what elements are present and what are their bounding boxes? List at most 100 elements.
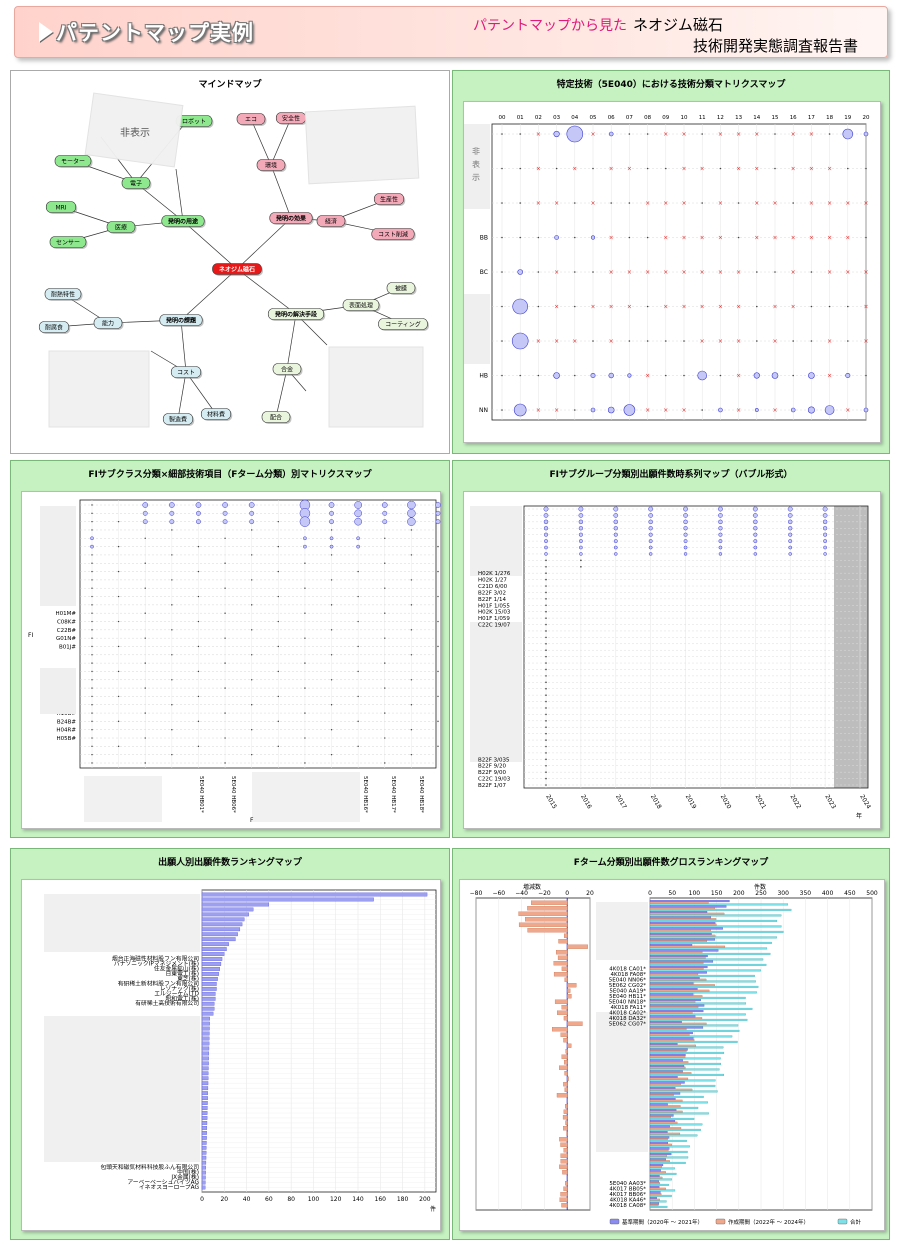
- dot: [91, 554, 93, 556]
- base-bar: [649, 999, 701, 1002]
- hidden-region: [40, 668, 76, 714]
- dot: [545, 630, 547, 632]
- dot: [683, 340, 685, 342]
- base-bar: [649, 966, 708, 969]
- created-bar: [649, 1055, 686, 1058]
- dot: [91, 720, 93, 723]
- x-tick-label: 18: [826, 115, 833, 121]
- mindmap-subtopic-label: 表面処理: [349, 302, 373, 310]
- bubble: [553, 130, 560, 138]
- mindmap-edge: [175, 168, 184, 222]
- mindmap-edge: [236, 268, 297, 315]
- x-tick-label: 03: [553, 115, 560, 121]
- total-bar: [649, 1073, 725, 1076]
- mindmap-leaf-label: 材料費: [207, 411, 225, 419]
- dot: [719, 374, 722, 377]
- dot: [357, 645, 359, 648]
- dot: [545, 668, 547, 671]
- y-tick-label: C22C 19/07: [478, 623, 511, 629]
- diff-bar: [563, 1038, 568, 1043]
- bubble: [613, 519, 619, 525]
- bubble: [613, 539, 618, 544]
- total-bar: [649, 980, 756, 983]
- dot: [810, 340, 813, 342]
- dot: [304, 612, 306, 614]
- diff-bar: [559, 1065, 568, 1070]
- bubble: [543, 506, 549, 512]
- total-bar: [649, 1040, 738, 1043]
- total-bar: [649, 974, 755, 977]
- empty-mark: ×: [700, 338, 705, 345]
- x-tick-label: 02: [535, 115, 542, 121]
- total-bar: [649, 930, 784, 933]
- triangle-icon: [39, 22, 53, 42]
- bubble: [648, 552, 653, 556]
- mindmap-subtopic: [342, 299, 380, 311]
- bubble: [435, 510, 441, 516]
- total-bar: [649, 1167, 675, 1170]
- diff-bar: [562, 1170, 568, 1175]
- mindmap-subtopic-label: 能力: [102, 320, 114, 328]
- mindmap-subtopic: [170, 366, 202, 378]
- empty-mark: ×: [609, 235, 614, 242]
- diff-bar: [561, 1054, 568, 1059]
- banner-subtitle: パテントマップから見た: [473, 18, 627, 34]
- bar: [201, 1121, 208, 1125]
- x-tick-label: 17: [808, 115, 815, 121]
- bubble: [169, 519, 175, 525]
- dot: [847, 305, 849, 308]
- dot: [330, 704, 333, 706]
- bubble: [842, 128, 854, 140]
- bubble: [142, 519, 148, 525]
- base-bar: [649, 944, 693, 947]
- mindmap-leaf-label: 製造費: [169, 416, 187, 424]
- dot: [519, 202, 521, 204]
- y-tick-label: H02K 1/276: [478, 571, 511, 577]
- base-bar: [649, 916, 712, 919]
- dot: [117, 520, 120, 523]
- created-bar: [649, 1077, 689, 1080]
- dot: [197, 720, 200, 723]
- right-tick-label: 200: [733, 890, 745, 897]
- dot: [224, 612, 226, 614]
- bubble: [788, 539, 793, 544]
- y-tick-label: H02K 1/27: [478, 578, 507, 584]
- x-tick-label: 5E040 HB18*: [418, 776, 424, 813]
- x-tick-label: 08: [644, 115, 651, 121]
- bubble: [648, 539, 653, 544]
- hidden-block: [304, 105, 420, 185]
- bubble: [382, 510, 388, 516]
- y-tick-label: H01F 1/055: [478, 603, 510, 609]
- dot: [537, 236, 540, 239]
- dot: [545, 764, 547, 767]
- created-bar: [649, 956, 706, 959]
- mindmap-leaf-label: コスト削減: [378, 231, 408, 239]
- dot: [171, 654, 173, 656]
- bubble: [196, 510, 201, 516]
- dot: [545, 784, 547, 786]
- empty-mark: ×: [754, 131, 759, 138]
- bubble: [222, 502, 228, 508]
- dot: [91, 595, 93, 598]
- empty-mark: ×: [809, 131, 814, 138]
- dot: [501, 236, 503, 239]
- hidden-region: [464, 294, 490, 364]
- y-tick-label: パナソニックIPマネジメント(株): [114, 960, 199, 968]
- bubble: [299, 516, 311, 527]
- y-tick-label: G01N#: [56, 636, 76, 642]
- dot: [277, 695, 280, 698]
- y-tick-label: 5E040 NN18*: [609, 999, 646, 1005]
- total-bar: [649, 1029, 740, 1032]
- created-bar: [649, 1204, 659, 1207]
- bubble: [248, 502, 255, 508]
- right-axis-label: 件数: [754, 883, 766, 891]
- x-axis-unit: 件: [430, 1205, 436, 1213]
- bubble: [683, 545, 688, 550]
- x-tick-label: 200: [419, 1196, 431, 1203]
- bubble: [753, 539, 758, 544]
- bubble: [578, 519, 584, 525]
- dot: [592, 271, 594, 273]
- bubble: [578, 532, 583, 537]
- created-bar: [649, 1050, 687, 1053]
